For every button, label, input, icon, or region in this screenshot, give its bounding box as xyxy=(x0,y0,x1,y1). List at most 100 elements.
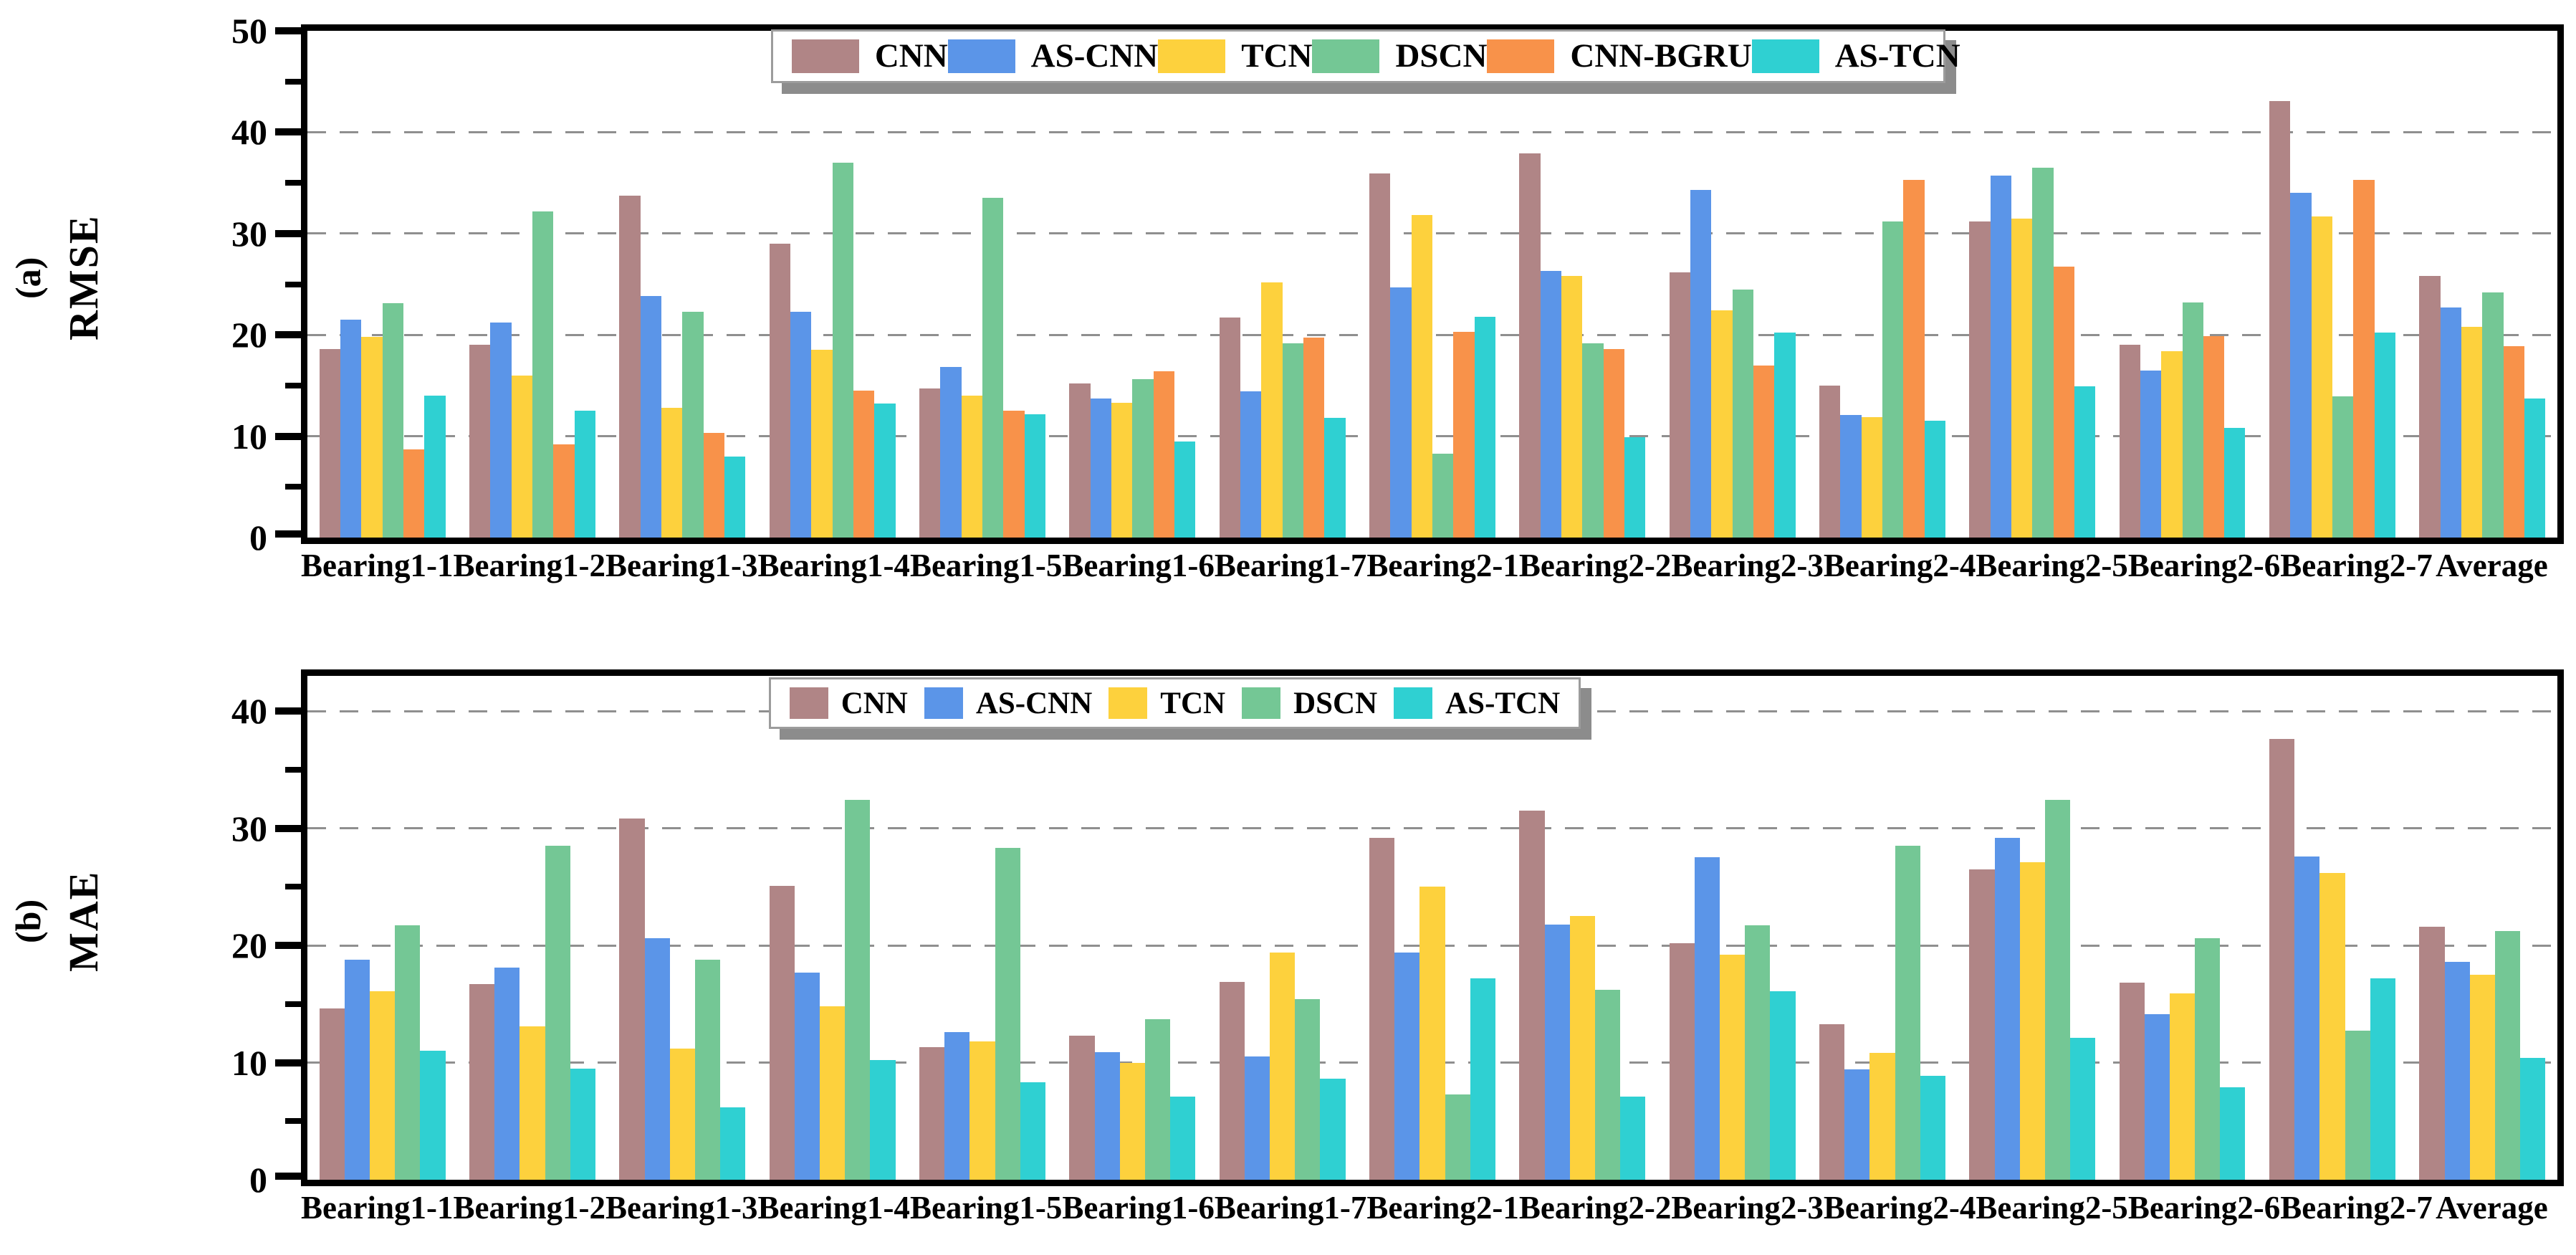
bar-as-tcn-bearing1-3 xyxy=(720,1107,746,1180)
bar-cnn-bgru-bearing1-2 xyxy=(553,444,575,538)
y-axis-minor-tick xyxy=(285,382,301,388)
category-label: Bearing1-3 xyxy=(605,1190,758,1226)
y-axis-minor-tick xyxy=(285,78,301,85)
bar-group-bearing2-5 xyxy=(1958,676,2107,1180)
bar-dscn-bearing2-2 xyxy=(1594,990,1621,1180)
legend-item-dscn: DSCN xyxy=(1312,39,1487,73)
category-label: Bearing1-5 xyxy=(909,548,1063,583)
bar-as-cnn-bearing1-3 xyxy=(640,296,662,538)
panel-b-plot: 0 10 20 30 40 CNN AS-CNN TCN DSCN AS-TCN xyxy=(231,669,2564,1198)
legend-swatch-dscn xyxy=(1312,39,1380,73)
bar-as-tcn-bearing1-6 xyxy=(1174,441,1196,538)
category-axis-panel-a: Bearing1-1 Bearing1-2 Bearing1-3 Bearing1-4… xyxy=(301,548,2551,584)
y-axis-minor-tick xyxy=(285,281,301,287)
legend-label: AS-CNN xyxy=(1030,37,1159,75)
bar-tcn-bearing1-4 xyxy=(811,350,833,538)
category-label: Bearing2-4 xyxy=(1823,548,1976,583)
legend-label: CNN xyxy=(874,37,948,75)
bar-group-bearing1-4 xyxy=(757,676,907,1180)
y-axis-major-tick xyxy=(275,1173,301,1180)
bar-dscn-bearing2-1 xyxy=(1432,453,1454,538)
bar-group-bearing2-4 xyxy=(1807,676,1957,1180)
bar-cnn-bearing2-3 xyxy=(1669,943,1695,1180)
bar-as-tcn-bearing1-1 xyxy=(424,396,446,538)
category-label: Bearing2-5 xyxy=(1976,1190,2128,1226)
bar-tcn-bearing2-2 xyxy=(1561,276,1583,538)
category-label: Bearing1-7 xyxy=(1214,548,1367,583)
bar-as-cnn-bearing2-3 xyxy=(1694,857,1720,1180)
bar-tcn-bearing1-6 xyxy=(1111,402,1133,538)
bar-cnn-bgru-bearing2-1 xyxy=(1453,331,1475,538)
bar-cnn-bgru-bearing2-7 xyxy=(2353,179,2375,538)
bar-as-cnn-bearing2-1 xyxy=(1394,952,1420,1180)
bar-dscn-bearing1-3 xyxy=(682,311,704,538)
bar-as-tcn-bearing1-4 xyxy=(870,1060,896,1180)
bar-dscn-bearing2-3 xyxy=(1745,925,1771,1180)
legend-item-as-tcn: AS-TCN xyxy=(1394,687,1560,719)
bar-cnn-bearing1-4 xyxy=(769,243,791,538)
bar-group-bearing2-7 xyxy=(2257,31,2407,538)
bar-tcn-bearing1-3 xyxy=(661,408,683,538)
legend-swatch-as-tcn xyxy=(1394,687,1433,719)
bar-group-bearing2-3 xyxy=(1657,31,1807,538)
bar-tcn-bearing2-6 xyxy=(2161,350,2183,538)
bar-tcn-bearing1-6 xyxy=(1119,1062,1145,1180)
bar-as-cnn-bearing2-4 xyxy=(1840,414,1862,538)
category-label: Bearing1-6 xyxy=(1062,1190,1215,1226)
y-axis-minor-tick xyxy=(285,180,301,186)
bar-cnn-bearing2-6 xyxy=(2119,983,2145,1180)
bar-group-bearing2-3 xyxy=(1657,676,1807,1180)
bar-tcn-bearing2-7 xyxy=(2319,872,2345,1180)
bar-cnn-bearing2-2 xyxy=(1519,811,1545,1180)
legend-item-cnn: CNN xyxy=(789,687,908,719)
category-axis-panel-b: Bearing1-1 Bearing1-2 Bearing1-3 Bearing1-4… xyxy=(301,1190,2551,1226)
bar-cnn-bearing1-1 xyxy=(319,349,341,538)
bar-cnn-bgru-bearing2-6 xyxy=(2203,335,2225,538)
bar-as-tcn-bearing2-2 xyxy=(1620,1096,1646,1180)
bar-dscn-bearing1-2 xyxy=(532,211,554,538)
bar-tcn-average xyxy=(2469,974,2495,1180)
bar-as-cnn-bearing2-6 xyxy=(2140,370,2162,538)
bar-as-tcn-bearing2-4 xyxy=(1924,421,1945,538)
bar-tcn-bearing2-6 xyxy=(2170,993,2196,1180)
bar-dscn-bearing1-1 xyxy=(395,925,421,1180)
bar-tcn-bearing2-5 xyxy=(2011,218,2033,538)
bar-as-tcn-bearing2-3 xyxy=(1774,333,1796,538)
legend-swatch-as-cnn xyxy=(947,39,1015,73)
bar-as-cnn-bearing1-1 xyxy=(344,959,370,1180)
y-axis-major-tick xyxy=(275,331,301,339)
bar-group-bearing1-2 xyxy=(457,31,607,538)
bar-as-cnn-average xyxy=(2440,307,2461,538)
bar-cnn-bearing1-3 xyxy=(619,819,645,1180)
bar-group-bearing1-2 xyxy=(457,676,607,1180)
bar-cnn-bearing1-7 xyxy=(1219,318,1241,538)
bar-cnn-bgru-bearing2-5 xyxy=(2053,267,2074,538)
bar-as-cnn-bearing1-5 xyxy=(940,367,962,538)
bar-tcn-bearing1-5 xyxy=(969,1041,995,1180)
bar-dscn-average xyxy=(2494,931,2520,1180)
category-label: Bearing1-3 xyxy=(605,548,758,583)
bar-dscn-bearing1-4 xyxy=(845,800,871,1180)
bar-tcn-average xyxy=(2461,326,2483,538)
bar-as-cnn-bearing2-6 xyxy=(2144,1014,2170,1180)
bar-group-bearing1-7 xyxy=(1207,31,1357,538)
bar-cnn-average xyxy=(2419,276,2441,538)
bar-as-cnn-bearing1-4 xyxy=(790,311,812,538)
bar-dscn-bearing2-2 xyxy=(1582,343,1604,538)
bar-tcn-bearing2-4 xyxy=(1861,416,1882,538)
bar-dscn-bearing2-7 xyxy=(2332,396,2354,538)
bar-tcn-bearing1-1 xyxy=(361,337,383,538)
bar-group-bearing1-4 xyxy=(757,31,907,538)
bar-tcn-bearing1-1 xyxy=(370,991,396,1180)
bar-tcn-bearing1-7 xyxy=(1261,282,1283,538)
gridline-40 xyxy=(307,130,2557,133)
y-tick-label: 30 xyxy=(231,808,267,849)
bar-cnn-bgru-bearing2-2 xyxy=(1603,349,1624,538)
bar-as-cnn-bearing2-5 xyxy=(1994,837,2020,1180)
bar-as-tcn-bearing2-5 xyxy=(2070,1038,2096,1180)
category-label: Bearing1-5 xyxy=(909,1190,1063,1226)
bars-area xyxy=(307,676,2557,1180)
category-label: Bearing1-2 xyxy=(453,548,605,583)
bar-as-tcn-bearing1-1 xyxy=(420,1051,446,1180)
legend-item-cnn-bgru: CNN-BGRU xyxy=(1487,39,1752,73)
